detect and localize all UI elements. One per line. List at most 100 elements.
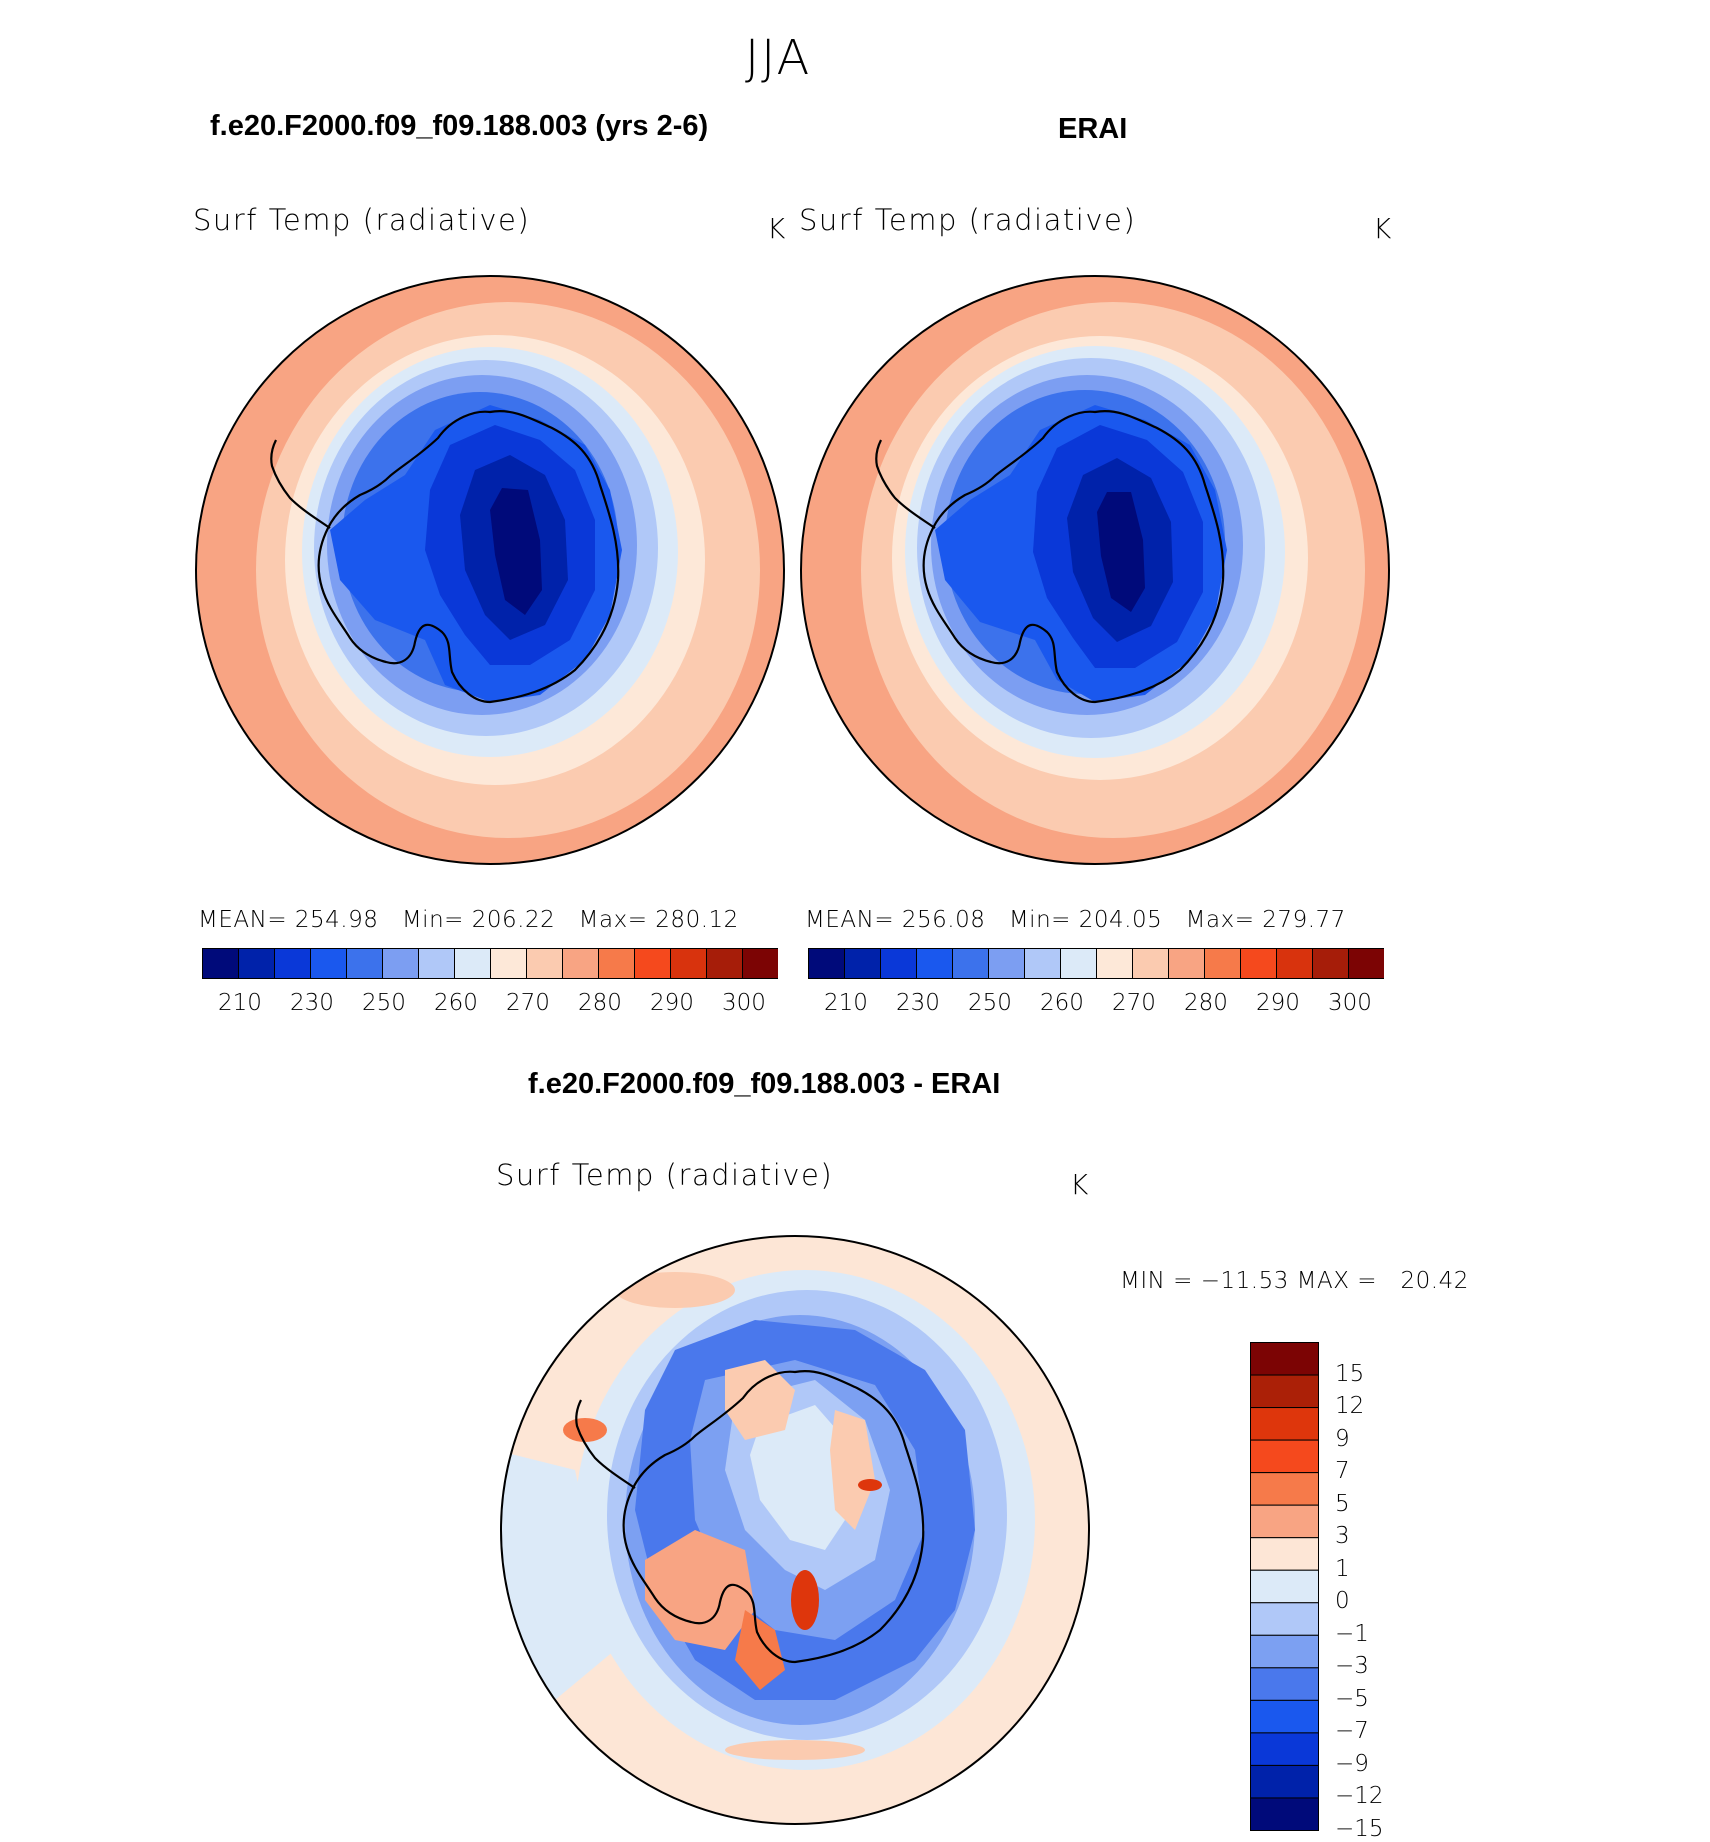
diff-colorbar-tick-label: −7 <box>1335 1718 1369 1745</box>
diff-colorbar-tick-label: −3 <box>1335 1653 1369 1680</box>
obs-variable-label: Surf Temp (radiative) <box>799 203 1137 237</box>
model-peninsula <box>270 439 331 529</box>
obs-peninsula <box>875 439 936 529</box>
model-colorbar-swatch <box>526 948 563 979</box>
diff-colorbar-swatch <box>1250 1342 1319 1376</box>
diff-colorbar-swatch <box>1250 1374 1319 1409</box>
model-mean-value: 254.98 <box>294 907 379 933</box>
model-colorbar-tick-label: 270 <box>506 990 550 1016</box>
season-title: JJA <box>745 30 812 86</box>
obs-colorbar-swatch <box>844 948 881 979</box>
obs-mean-value: 256.08 <box>901 907 986 933</box>
model-colorbar-tick-label: 230 <box>290 990 334 1016</box>
diff-colorbar-tick-label: 12 <box>1335 1393 1365 1420</box>
diff-colorbar-tick-label: 15 <box>1335 1360 1365 1387</box>
model-max-label: Max= <box>578 907 648 933</box>
diff-peninsula <box>575 1399 636 1489</box>
diff-colorbar-swatch <box>1250 1667 1319 1701</box>
diff-colorbar-tick-label: 0 <box>1335 1588 1350 1615</box>
obs-colorbar-ticks: 210 230 250 260 270 280 290 300 <box>808 990 1384 1020</box>
diff-colorbar-tick-label: 3 <box>1335 1523 1350 1550</box>
obs-colorbar-swatch <box>1348 948 1384 979</box>
obs-colorbar-swatch <box>988 948 1025 979</box>
diff-panel-title: f.e20.F2000.f09_f09.188.003 - ERAI <box>528 1068 1001 1100</box>
obs-max-label: Max= <box>1185 907 1255 933</box>
diff-colorbar-ticks: 15 12 9 7 5 3 1 0 −1 −3 −5 −7 −9 −12 −15 <box>1335 1342 1435 1842</box>
obs-colorbar-swatch <box>952 948 989 979</box>
model-colorbar-swatch <box>202 948 239 979</box>
diff-minmax: MIN = −11.53 MAX = 20.42 <box>1120 1268 1469 1294</box>
model-colorbar-swatch <box>418 948 455 979</box>
obs-coastline <box>922 410 1225 704</box>
model-min-value: 206.22 <box>471 907 556 933</box>
obs-colorbar <box>808 948 1384 979</box>
model-colorbar-swatch <box>634 948 671 979</box>
diff-variable-label: Surf Temp (radiative) <box>496 1158 834 1192</box>
obs-colorbar-swatch <box>1024 948 1061 979</box>
model-mean-label: MEAN= <box>198 907 288 933</box>
diff-colorbar-swatch <box>1250 1732 1319 1766</box>
diff-colorbar-swatch <box>1250 1504 1319 1539</box>
diff-colorbar-tick-label: 5 <box>1335 1490 1350 1517</box>
diff-colorbar-tick-label: −12 <box>1335 1783 1384 1810</box>
obs-colorbar-swatch <box>1168 948 1205 979</box>
obs-colorbar-swatch <box>880 948 917 979</box>
model-colorbar-swatch <box>238 948 275 979</box>
obs-max-value: 279.77 <box>1262 907 1346 933</box>
model-colorbar-ticks: 210 230 250 260 270 280 290 300 <box>202 990 778 1020</box>
obs-mean-label: MEAN= <box>805 907 895 933</box>
model-variable-label: Surf Temp (radiative) <box>193 203 531 237</box>
diff-colorbar-tick-label: −5 <box>1335 1685 1369 1712</box>
obs-colorbar-tick-label: 210 <box>824 990 868 1016</box>
model-colorbar-tick-label: 280 <box>578 990 622 1016</box>
diff-polar-map <box>500 1235 1090 1825</box>
model-coastline <box>317 410 620 704</box>
obs-colorbar-tick-label: 260 <box>1040 990 1084 1016</box>
diff-units-label: K <box>1070 1168 1089 1201</box>
model-colorbar-tick-label: 210 <box>218 990 262 1016</box>
diff-colorbar-swatch <box>1250 1602 1319 1636</box>
obs-colorbar-tick-label: 280 <box>1184 990 1228 1016</box>
model-colorbar-swatch <box>346 948 383 979</box>
obs-colorbar-tick-label: 300 <box>1328 990 1372 1016</box>
obs-colorbar-tick-label: 250 <box>968 990 1012 1016</box>
model-colorbar-swatch <box>562 948 599 979</box>
model-colorbar-tick-label: 250 <box>362 990 406 1016</box>
diff-colorbar-swatch <box>1250 1472 1319 1506</box>
obs-colorbar-swatch <box>1276 948 1313 979</box>
diff-colorbar-tick-label: −9 <box>1335 1750 1369 1777</box>
model-colorbar-swatch <box>310 948 347 979</box>
model-colorbar-swatch <box>454 948 491 979</box>
model-colorbar-swatch <box>598 948 635 979</box>
model-colorbar-swatch <box>274 948 311 979</box>
obs-units-label: K <box>1373 212 1392 245</box>
diff-colorbar-swatch <box>1250 1797 1319 1832</box>
model-min-label: Min= <box>401 907 464 933</box>
obs-colorbar-tick-label: 270 <box>1112 990 1156 1016</box>
model-colorbar-swatch <box>670 948 707 979</box>
obs-colorbar-swatch <box>1240 948 1277 979</box>
diff-coastline <box>622 1370 925 1664</box>
diff-colorbar-tick-label: 1 <box>1335 1555 1350 1582</box>
diff-colorbar-tick-label: −1 <box>1335 1620 1369 1647</box>
model-colorbar <box>202 948 778 979</box>
obs-panel-title: ERAI <box>1058 113 1128 145</box>
model-colorbar-swatch <box>490 948 527 979</box>
model-colorbar-swatch <box>706 948 743 979</box>
diff-colorbar-swatch <box>1250 1407 1319 1441</box>
obs-min-value: 204.05 <box>1078 907 1163 933</box>
obs-colorbar-swatch <box>1132 948 1169 979</box>
diff-colorbar-swatch <box>1250 1439 1319 1474</box>
diff-colorbar-swatch <box>1250 1764 1319 1799</box>
obs-polar-map <box>800 275 1390 865</box>
diff-colorbar-swatch <box>1250 1634 1319 1669</box>
model-colorbar-tick-label: 260 <box>434 990 478 1016</box>
diff-colorbar-tick-label: 9 <box>1335 1425 1350 1452</box>
model-stats: MEAN= 254.98 Min= 206.22 Max= 280.12 <box>198 907 739 933</box>
obs-min-label: Min= <box>1008 907 1071 933</box>
diff-colorbar-tick-label: 7 <box>1335 1458 1350 1485</box>
obs-colorbar-tick-label: 290 <box>1256 990 1300 1016</box>
obs-colorbar-swatch <box>916 948 953 979</box>
model-colorbar-swatch <box>742 948 778 979</box>
model-colorbar-tick-label: 300 <box>722 990 766 1016</box>
